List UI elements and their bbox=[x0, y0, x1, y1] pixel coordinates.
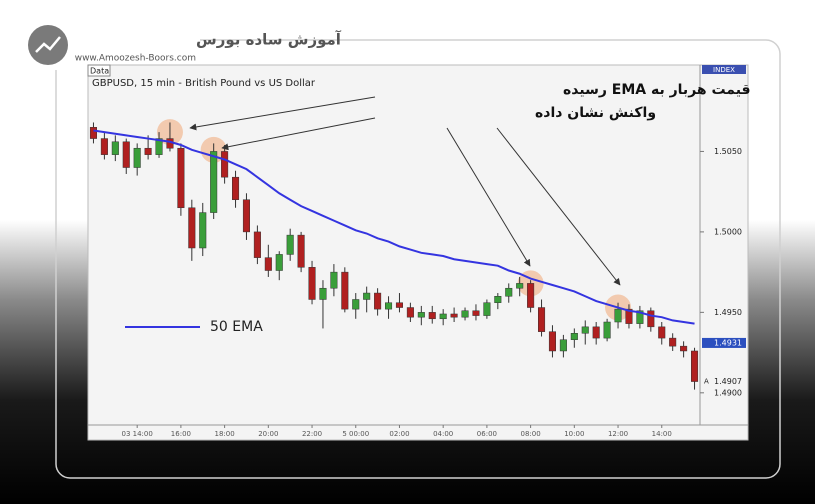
candle-body bbox=[221, 151, 229, 178]
price-marker-box bbox=[702, 376, 746, 387]
source-label: Data bbox=[90, 67, 109, 76]
candle-body bbox=[450, 313, 458, 318]
price-marker-box bbox=[702, 337, 746, 348]
x-tick-label: 14:00 bbox=[652, 430, 672, 438]
candle-body bbox=[669, 337, 677, 347]
candle-body bbox=[155, 138, 163, 155]
candle-body bbox=[89, 127, 97, 139]
brand-name: آموزش ساده بورس bbox=[196, 31, 342, 49]
price-marker-label: 1.4931 bbox=[714, 338, 742, 347]
candle-body bbox=[691, 350, 699, 382]
ema-line bbox=[93, 129, 695, 325]
arrow bbox=[189, 96, 376, 131]
candle-body bbox=[275, 254, 283, 271]
candle-body bbox=[538, 307, 546, 332]
logo-glyph bbox=[35, 36, 61, 53]
candle-body bbox=[494, 296, 502, 303]
y-tick-label: 1.4900 bbox=[714, 388, 742, 397]
candle-body bbox=[144, 147, 152, 155]
candle-body bbox=[133, 147, 141, 168]
x-tick-label: 10:00 bbox=[564, 430, 584, 438]
candle-body bbox=[264, 257, 272, 271]
candle-body bbox=[483, 302, 491, 316]
x-tick-label: 02:00 bbox=[389, 430, 409, 438]
y-tick-label: 1.4950 bbox=[714, 308, 742, 317]
candle-body bbox=[253, 231, 261, 258]
candle-body bbox=[330, 271, 338, 289]
axis-label-box bbox=[702, 65, 746, 74]
candle-body bbox=[658, 326, 666, 339]
candle-body bbox=[428, 312, 436, 320]
x-tick-label: 06:00 bbox=[477, 430, 497, 438]
x-tick-label: 08:00 bbox=[521, 430, 541, 438]
candle-body bbox=[472, 310, 480, 316]
candle-body bbox=[385, 302, 393, 310]
candle-body bbox=[570, 333, 578, 340]
arrow bbox=[446, 127, 531, 267]
candle-body bbox=[286, 234, 294, 255]
candle-body bbox=[406, 307, 414, 318]
candle-body bbox=[297, 234, 305, 268]
candle-body bbox=[548, 331, 556, 352]
candle-body bbox=[559, 339, 567, 352]
candle-body bbox=[319, 287, 327, 300]
candle-body bbox=[122, 141, 130, 168]
candle-body bbox=[242, 199, 250, 233]
candle-body bbox=[177, 147, 185, 209]
x-tick-label: 18:00 bbox=[215, 430, 235, 438]
candle-body bbox=[636, 310, 644, 324]
source-box bbox=[87, 64, 111, 77]
logo-icon bbox=[28, 25, 68, 65]
frame bbox=[55, 39, 781, 479]
candle-body bbox=[461, 310, 469, 318]
x-tick-label: 12:00 bbox=[608, 430, 628, 438]
legend-label: 50 EMA bbox=[210, 319, 263, 335]
candle-body bbox=[395, 302, 403, 308]
candle-body bbox=[603, 321, 611, 339]
candle-body bbox=[232, 176, 240, 200]
x-tick-label: 03 14:00 bbox=[122, 430, 153, 438]
x-tick-label: 22:00 bbox=[302, 430, 322, 438]
candle-body bbox=[210, 151, 218, 213]
candle-body bbox=[516, 283, 524, 289]
x-tick-label: 5 00:00 bbox=[342, 430, 369, 438]
brand-url: www.Amoozesh-Boors.com bbox=[75, 54, 196, 64]
x-tick-label: 04:00 bbox=[433, 430, 453, 438]
x-tick-label: 20:00 bbox=[258, 430, 278, 438]
annotation: واکنش نشان داده bbox=[535, 105, 656, 121]
candle-body bbox=[581, 326, 589, 334]
candle-body bbox=[352, 299, 360, 310]
x-tick-label: 16:00 bbox=[171, 430, 191, 438]
candle-body bbox=[417, 312, 425, 318]
candle-body bbox=[647, 310, 655, 328]
chart-title: GBPUSD, 15 min - British Pound vs US Dol… bbox=[92, 78, 316, 89]
y-tick-label: 1.5000 bbox=[714, 227, 742, 236]
price-marker-label: 1.4907 bbox=[714, 377, 742, 386]
candle-body bbox=[188, 207, 196, 249]
candle-body bbox=[439, 313, 447, 320]
candle-body bbox=[505, 287, 513, 297]
candle-body bbox=[680, 345, 688, 352]
y-tick-label: 1.5050 bbox=[714, 147, 742, 156]
arrow bbox=[496, 127, 621, 286]
candle-body bbox=[374, 292, 382, 310]
candle-body bbox=[111, 141, 119, 155]
candle-body bbox=[614, 308, 622, 323]
annotation: قیمت هربار به EMA رسیده bbox=[563, 82, 751, 98]
candle-body bbox=[363, 292, 371, 300]
candle-body bbox=[625, 308, 633, 324]
candle-body bbox=[199, 212, 207, 249]
candle-body bbox=[592, 326, 600, 339]
price-marker-flag: A bbox=[704, 378, 709, 386]
candle-body bbox=[341, 271, 349, 310]
candle-body bbox=[308, 267, 316, 300]
arrow bbox=[221, 117, 376, 151]
candle-body bbox=[527, 283, 535, 308]
candle-body bbox=[100, 138, 108, 155]
axis-label: INDEX bbox=[713, 66, 735, 74]
